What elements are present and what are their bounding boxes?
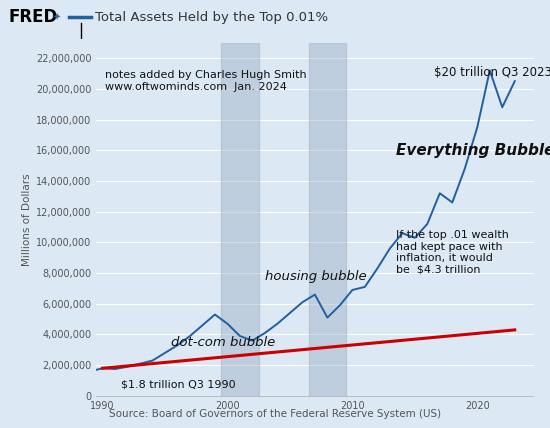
Y-axis label: Millions of Dollars: Millions of Dollars (21, 173, 32, 266)
Text: ✦: ✦ (52, 12, 60, 22)
Text: notes added by Charles Hugh Smith
www.oftwominds.com  Jan. 2024: notes added by Charles Hugh Smith www.of… (105, 71, 306, 92)
Point (87, 15, 94, 20)
Text: If the top .01 wealth
had kept pace with
inflation, it would
be  $4.3 trillion: If the top .01 wealth had kept pace with… (396, 230, 509, 275)
Text: $20 trillion Q3 2023: $20 trillion Q3 2023 (433, 66, 550, 79)
Bar (309, 43, 346, 396)
Text: FRED: FRED (8, 8, 58, 27)
Point (78, 21, 85, 26)
Text: $1.8 trillion Q3 1990: $1.8 trillion Q3 1990 (121, 379, 236, 389)
Point (78, 36, 85, 41)
Text: Source: Board of Governors of the Federal Reserve System (US): Source: Board of Governors of the Federa… (109, 409, 441, 419)
Text: Total Assets Held by the Top 0.01%: Total Assets Held by the Top 0.01% (95, 11, 328, 24)
Point (65, 15, 72, 20)
Text: housing bubble: housing bubble (265, 270, 366, 283)
Text: dot-com bubble: dot-com bubble (171, 336, 276, 349)
Text: Everything Bubble: Everything Bubble (396, 143, 550, 158)
Bar (221, 43, 258, 396)
